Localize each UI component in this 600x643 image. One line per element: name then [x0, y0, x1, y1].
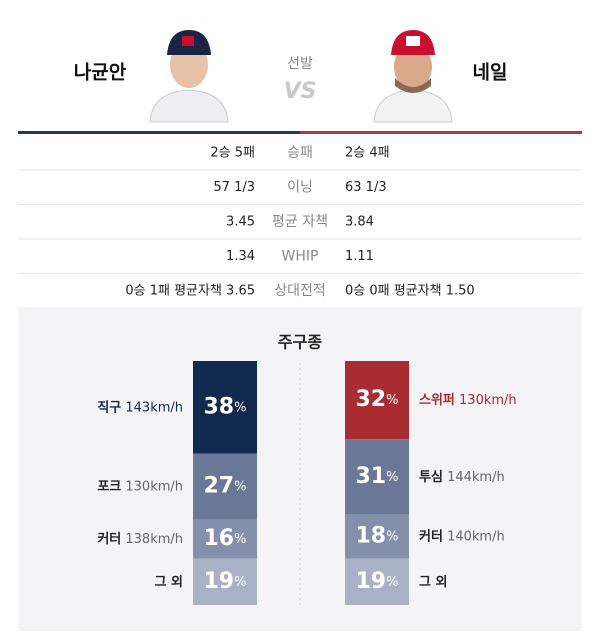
right-pitcher-name: 네일 [473, 62, 508, 84]
pitch-bar [345, 514, 409, 559]
stat-right: 63 1/3 [345, 180, 387, 195]
stat-left: 57 1/3 [213, 180, 255, 195]
pitch-label: 커터 138km/h [97, 531, 183, 547]
stat-label: 상대전적 [274, 283, 326, 299]
stat-left: 1.34 [226, 249, 255, 264]
pitch-speed: 144km/h [447, 469, 505, 484]
center-label: 선발 [287, 56, 313, 72]
pitch-percent: 31% [356, 464, 399, 489]
pitch-speed: 130km/h [459, 393, 517, 408]
stat-label: 평균 자책 [272, 214, 328, 230]
vs: VS [284, 79, 317, 104]
pitch-name: 포크 [97, 479, 121, 494]
pitch-title: 주구종 [278, 333, 322, 352]
pitch-bar [193, 361, 257, 454]
pitch-percent: 19% [356, 569, 399, 594]
pitch-bar [193, 558, 257, 605]
stat-label: 승패 [287, 145, 313, 161]
pitch-label: 스위퍼 130km/h [419, 393, 517, 408]
pitch-label: 투심 144km/h [419, 468, 505, 484]
stat-label: 이닝 [287, 180, 313, 196]
pitch-bar [345, 558, 409, 605]
pitch-name: 커터 [97, 531, 121, 547]
pitch-speed: 138km/h [125, 532, 183, 547]
pitch-name: 그 외 [419, 573, 447, 589]
pitch-label: 포크 130km/h [97, 479, 183, 494]
right-photo [372, 28, 454, 123]
pitch-speed: 130km/h [125, 479, 183, 494]
pitch-name: 그 외 [155, 573, 183, 589]
pitch-percent: 19% [204, 569, 247, 594]
pitch-percent: 27% [204, 474, 247, 499]
pitch-percent: 32% [356, 387, 399, 412]
stat-right: 1.11 [345, 249, 374, 264]
pitch-bar [193, 453, 257, 520]
stat-right: 2승 4패 [345, 146, 390, 161]
stat-right: 0승 0패 평균자책 1.50 [345, 284, 475, 299]
stat-right: 3.84 [345, 215, 374, 230]
pitch-bar [345, 361, 409, 440]
pitch-name: 스위퍼 [419, 393, 455, 408]
pitch-label: 커터 140km/h [419, 528, 505, 544]
pitch-label: 그 외 [419, 573, 447, 589]
left-pitcher-name: 나균안 [74, 62, 127, 84]
stat-label: WHIP [282, 249, 319, 265]
stat-left: 0승 1패 평균자책 3.65 [125, 284, 255, 299]
stat-left: 3.45 [226, 215, 255, 230]
pitch-percent: 16% [204, 526, 247, 551]
pitch-speed: 143km/h [125, 400, 183, 415]
pitch-percent: 38% [204, 394, 247, 419]
pitch-bar [345, 439, 409, 515]
left-photo [148, 28, 230, 123]
pitch-label: 직구 143km/h [97, 399, 183, 415]
stat-left: 2승 5패 [210, 146, 255, 161]
pitch-bar [193, 519, 257, 559]
pitch-name: 커터 [419, 528, 443, 544]
left-divider [18, 131, 300, 134]
right-divider [300, 131, 582, 134]
pitch-name: 투심 [419, 468, 443, 484]
pitch-speed: 140km/h [447, 529, 505, 544]
pitch-label: 그 외 [155, 573, 183, 589]
pitch-name: 직구 [97, 399, 121, 415]
pitch-percent: 18% [356, 524, 399, 549]
